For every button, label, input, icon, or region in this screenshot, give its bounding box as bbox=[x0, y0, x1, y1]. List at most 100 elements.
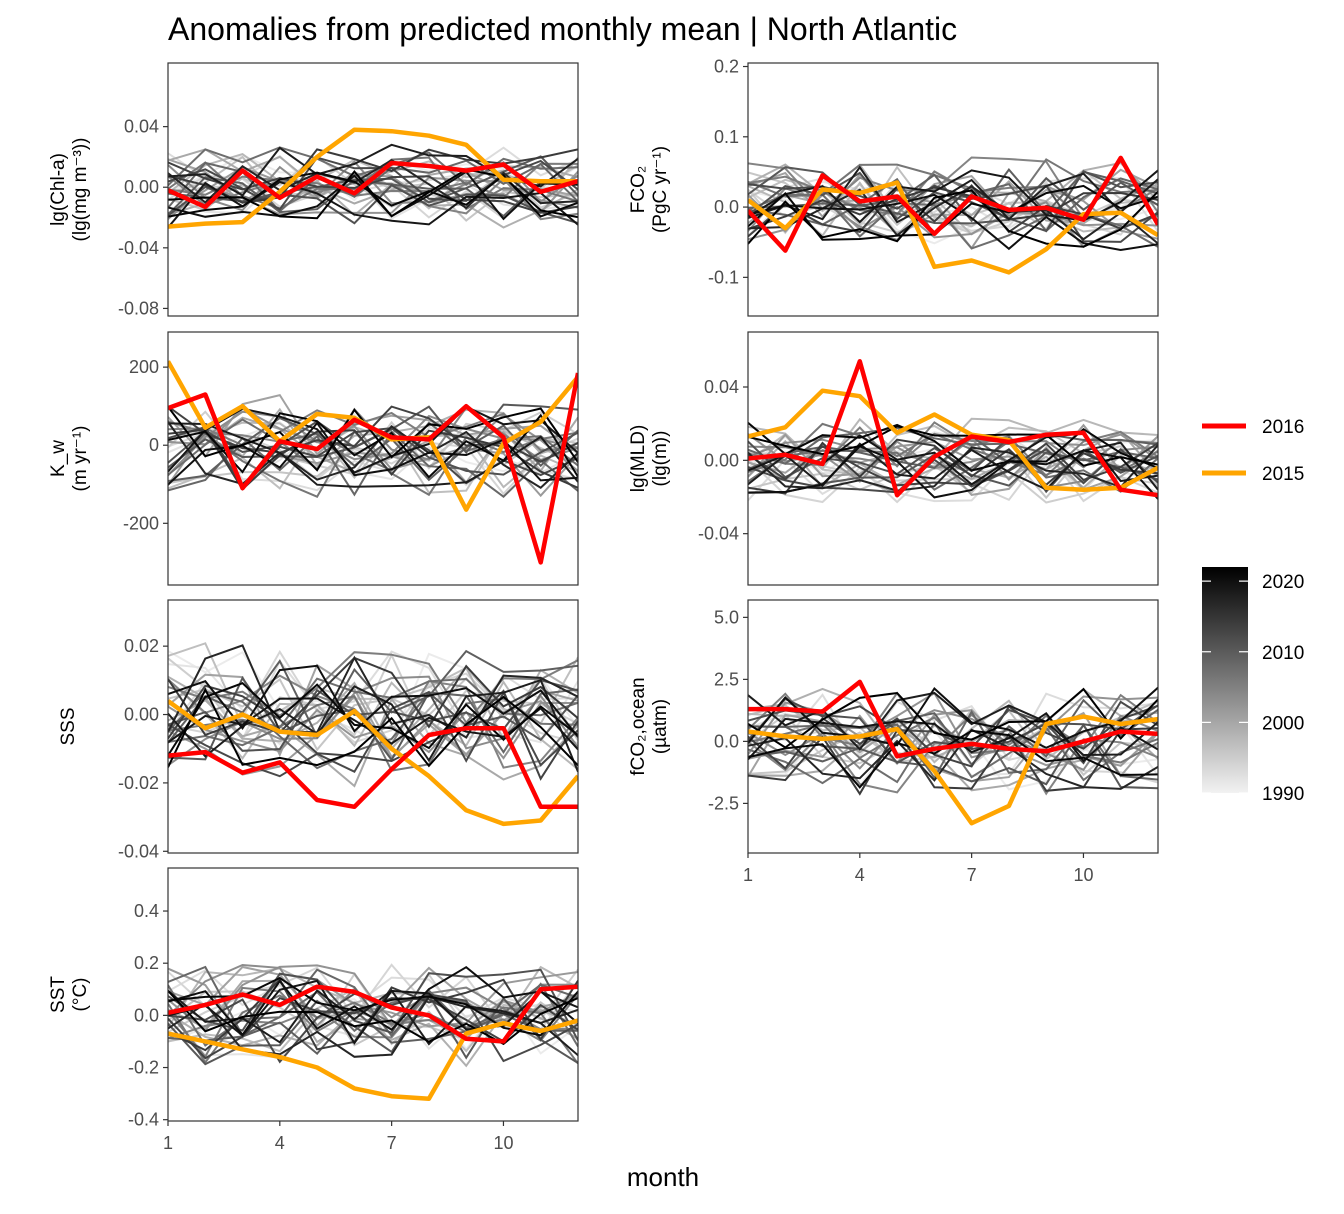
panel-lines-fco2ocean bbox=[748, 679, 1158, 826]
series-line-2020 bbox=[168, 965, 578, 1037]
series-line-2018 bbox=[748, 165, 1158, 224]
x-tick-label: 1 bbox=[163, 1133, 173, 1153]
y-tick-label: 0.0 bbox=[134, 1005, 159, 1025]
y-axis-label-mld: lg(MLD)(lg(m)) bbox=[628, 425, 671, 493]
series-line-2017 bbox=[168, 995, 578, 1058]
y-axis-label-line: (µatm) bbox=[650, 699, 671, 754]
series-line-2019 bbox=[748, 711, 1158, 763]
series-line-2016 bbox=[168, 160, 578, 210]
x-tick-label: 10 bbox=[1073, 865, 1093, 885]
series-line-2004 bbox=[748, 432, 1158, 469]
y-tick-label: -0.04 bbox=[118, 841, 159, 861]
series-line-2022 bbox=[748, 687, 1158, 749]
series-line-2021 bbox=[748, 422, 1158, 472]
panel-sst: 0.4 0.2 0.0 -0.2 -0.4 SST(°C) 1 4 7 10 bbox=[48, 867, 579, 1153]
series-line-2015 bbox=[748, 714, 1158, 826]
series-line-2021 bbox=[748, 729, 1158, 789]
y-tick-label: 0 bbox=[149, 435, 159, 455]
series-line-2008 bbox=[748, 427, 1158, 465]
series-line-2007 bbox=[748, 721, 1158, 785]
legend-label-2015: 2015 bbox=[1262, 464, 1304, 485]
series-line-2017 bbox=[168, 644, 578, 739]
y-axis-label-line: (lg(m)) bbox=[650, 431, 671, 487]
panel-fco2: 0.2 0.1 0.0 -0.1 FCO₂(PgC yr⁻¹) bbox=[628, 57, 1159, 317]
panel-lines-mld bbox=[748, 359, 1158, 504]
y-tick-label: -200 bbox=[123, 513, 159, 533]
y-tick-label: 5.0 bbox=[714, 607, 739, 627]
panel-frame bbox=[747, 599, 1159, 854]
series-line-2016 bbox=[168, 984, 578, 1044]
series-line-2017 bbox=[748, 728, 1158, 790]
x-tick-label: 7 bbox=[967, 865, 977, 885]
legend-colorbar: 2020 2010 2000 1990 bbox=[1202, 567, 1304, 805]
series-line-2020 bbox=[168, 664, 578, 738]
series-line-2016 bbox=[168, 372, 578, 565]
panel-kw: 200 0 -200 K_w(m yr⁻¹) bbox=[48, 331, 579, 586]
y-axis-label-line: (lg(mg m⁻³)) bbox=[70, 138, 91, 242]
panel-frame bbox=[167, 62, 579, 317]
colorbar-tick-label: 1990 bbox=[1262, 784, 1304, 805]
series-line-2013 bbox=[168, 161, 578, 214]
panel-mld: 0.04 0.00 -0.04 lg(MLD)(lg(m)) bbox=[628, 331, 1159, 586]
y-axis-label-line: SSS bbox=[58, 707, 79, 745]
series-line-2006 bbox=[168, 156, 578, 211]
y-axis-label-line: lg(MLD) bbox=[628, 425, 649, 493]
series-line-2018 bbox=[168, 678, 578, 773]
series-line-2017 bbox=[748, 444, 1158, 492]
series-line-2012 bbox=[168, 156, 578, 211]
y-tick-label: -0.08 bbox=[118, 298, 159, 318]
chart-title: Anomalies from predicted monthly mean | … bbox=[168, 11, 957, 47]
y-tick-label: -2.5 bbox=[708, 793, 739, 813]
y-axis-label-line: lg(Chl-a) bbox=[48, 153, 69, 226]
y-tick-label: 0.2 bbox=[134, 953, 159, 973]
panel-chl: 0.04 0.00 -0.04 -0.08 lg(Chl-a)(lg(mg m⁻³)) bbox=[48, 62, 579, 318]
colorbar-tick-label: 2000 bbox=[1262, 713, 1304, 734]
colorbar-bar bbox=[1202, 567, 1248, 793]
panel-sss: 0.02 0.00 -0.02 -0.04 SSS bbox=[58, 599, 579, 861]
series-line-2016 bbox=[168, 725, 578, 810]
panel-frame bbox=[167, 331, 579, 586]
y-axis-label-sst: SST(°C) bbox=[48, 976, 91, 1013]
series-line-2014 bbox=[168, 977, 578, 1052]
series-line-2022 bbox=[168, 990, 578, 1046]
y-tick-label: 0.04 bbox=[124, 117, 159, 137]
series-line-2015 bbox=[168, 127, 578, 229]
series-line-2015 bbox=[168, 1018, 578, 1102]
x-tick-label: 4 bbox=[855, 865, 865, 885]
series-line-2013 bbox=[168, 684, 578, 781]
series-line-2022 bbox=[168, 168, 578, 220]
y-tick-label: 2.5 bbox=[714, 669, 739, 689]
colorbar-tick-label: 2020 bbox=[1262, 572, 1304, 593]
y-tick-label: 0.4 bbox=[134, 901, 159, 921]
y-tick-label: -0.04 bbox=[118, 238, 159, 258]
y-axis-label-chl: lg(Chl-a)(lg(mg m⁻³)) bbox=[48, 138, 91, 242]
colorbar-tick-label: 2010 bbox=[1262, 643, 1304, 664]
panel-frame bbox=[167, 599, 579, 854]
y-tick-label: 0.02 bbox=[124, 636, 159, 656]
y-axis-label-kw: K_w(m yr⁻¹) bbox=[48, 426, 91, 492]
y-tick-label: -0.1 bbox=[708, 267, 739, 287]
y-axis-label-line: FCO₂ bbox=[628, 166, 649, 213]
y-tick-label: 0.2 bbox=[714, 57, 739, 77]
panel-lines-kw bbox=[168, 360, 578, 565]
y-axis-label-line: (m yr⁻¹) bbox=[70, 426, 91, 492]
series-line-2017 bbox=[748, 185, 1158, 245]
series-line-2000 bbox=[748, 711, 1158, 783]
y-axis-label-line: (°C) bbox=[70, 978, 91, 1012]
y-tick-label: 0.04 bbox=[704, 377, 739, 397]
series-line-2015 bbox=[168, 699, 578, 827]
series-line-2017 bbox=[168, 421, 578, 489]
y-tick-label: 0.1 bbox=[714, 127, 739, 147]
series-line-2002 bbox=[748, 193, 1158, 241]
panel-frame bbox=[167, 867, 579, 1122]
y-tick-label: 0.00 bbox=[124, 177, 159, 197]
series-line-2022 bbox=[168, 687, 578, 768]
series-line-2011 bbox=[168, 420, 578, 476]
y-tick-label: -0.04 bbox=[698, 524, 739, 544]
series-line-2019 bbox=[168, 180, 578, 229]
x-tick-label: 1 bbox=[743, 865, 753, 885]
x-tick-label: 7 bbox=[387, 1133, 397, 1153]
series-line-2016 bbox=[748, 155, 1158, 253]
